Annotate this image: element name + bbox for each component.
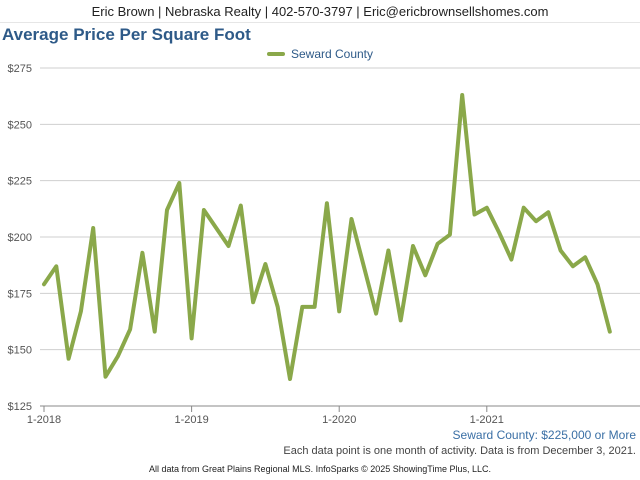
filter-label[interactable]: Seward County: $225,000 or More (452, 428, 636, 442)
y-tick-label: $225 (8, 176, 32, 188)
x-tick-label: 1-2018 (27, 414, 61, 426)
y-tick-label: $200 (8, 232, 32, 244)
legend-label: Seward County (290, 47, 374, 61)
x-tick-label: 1-2021 (470, 414, 504, 426)
chart-legend: Seward County (0, 46, 640, 62)
contact-header: Eric Brown | Nebraska Realty | 402-570-3… (0, 0, 640, 23)
legend-swatch (266, 52, 285, 56)
line-chart: $125 $150 $175 $200 $225 $250 $275 1-2018 1-2019… (8, 63, 640, 426)
x-tick-label: 1-2020 (322, 414, 356, 426)
series-line-seward-county (42, 93, 612, 381)
footer-credit: All data from Great Plains Regional MLS.… (149, 464, 491, 474)
y-tick-label: $150 (8, 345, 32, 357)
y-tick-label: $125 (8, 401, 32, 413)
data-note: Each data point is one month of activity… (283, 445, 636, 457)
contact-text: Eric Brown | Nebraska Realty | 402-570-3… (91, 3, 549, 19)
chart-title: Average Price Per Square Foot (2, 25, 251, 44)
y-tick-label: $250 (8, 119, 32, 131)
y-tick-label: $275 (8, 63, 32, 75)
y-tick-label: $175 (8, 288, 32, 300)
x-tick-label: 1-2019 (174, 414, 208, 426)
